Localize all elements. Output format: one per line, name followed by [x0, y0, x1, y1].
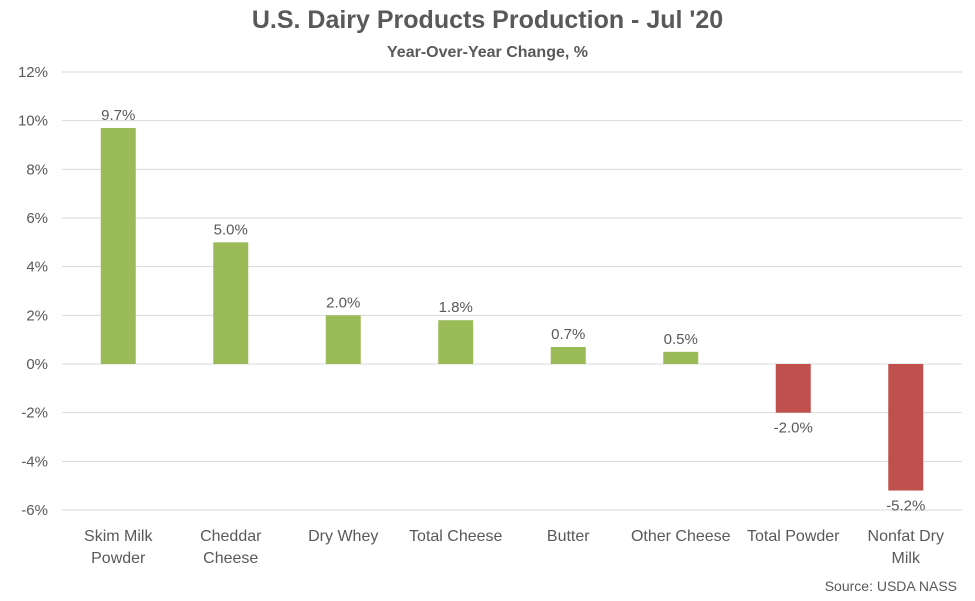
y-tick-label: 0% [26, 356, 48, 373]
y-tick-label: 6% [26, 210, 48, 227]
x-tick-label: Total Powder [747, 528, 840, 545]
x-tick-label-line: Dry Whey [308, 528, 378, 545]
bar [550, 346, 586, 364]
bar [213, 242, 249, 364]
x-tick-label: Nonfat Dry Milk [868, 528, 944, 567]
data-label: 5.0% [214, 221, 248, 238]
x-tick-label-line: Other Cheese [631, 528, 731, 545]
y-tick-label: 4% [26, 259, 48, 276]
bar [438, 320, 474, 364]
x-tick-label-line: Butter [547, 528, 590, 545]
y-tick-label: -2% [21, 405, 48, 422]
y-tick-label: 2% [26, 307, 48, 324]
y-tick-label: 10% [18, 113, 48, 130]
data-label: -5.2% [886, 498, 925, 515]
data-label: 2.0% [326, 294, 360, 311]
x-tick-label-line: Cheese [203, 550, 258, 567]
x-tick-label-line: Cheddar [200, 528, 262, 545]
x-tick-label: Cheddar Cheese [200, 528, 262, 567]
y-tick-label: 8% [26, 161, 48, 178]
source-note: Source: USDA NASS [824, 578, 957, 594]
x-tick-label-line: Powder [91, 550, 146, 567]
x-tick-label: Total Cheese [409, 528, 502, 545]
x-tick-label: Skim Milk Powder [84, 528, 153, 567]
data-label: 0.7% [551, 326, 585, 343]
x-tick-label-line: Milk [892, 550, 921, 567]
bar [775, 364, 811, 413]
x-tick-label: Butter [547, 528, 590, 545]
x-tick-label-line: Total Powder [747, 528, 840, 545]
y-tick-label: -6% [21, 502, 48, 519]
data-label: -2.0% [774, 420, 813, 437]
bar [888, 364, 924, 491]
chart-subtitle: Year-Over-Year Change, % [387, 44, 588, 61]
x-tick-label-line: Nonfat Dry [868, 528, 944, 545]
data-label: 1.8% [439, 299, 473, 316]
y-tick-label: 12% [18, 64, 48, 81]
bar [100, 127, 136, 364]
data-label: 0.5% [664, 331, 698, 348]
x-tick-label-line: Total Cheese [409, 528, 502, 545]
y-tick-label: -4% [21, 453, 48, 470]
bar [325, 315, 361, 364]
x-tick-label: Dry Whey [308, 528, 378, 545]
x-tick-label-line: Skim Milk [84, 528, 153, 545]
chart-title: U.S. Dairy Products Production - Jul '20 [251, 6, 724, 34]
x-tick-label: Other Cheese [631, 528, 731, 545]
data-label: 9.7% [101, 107, 135, 124]
bar [663, 351, 699, 364]
